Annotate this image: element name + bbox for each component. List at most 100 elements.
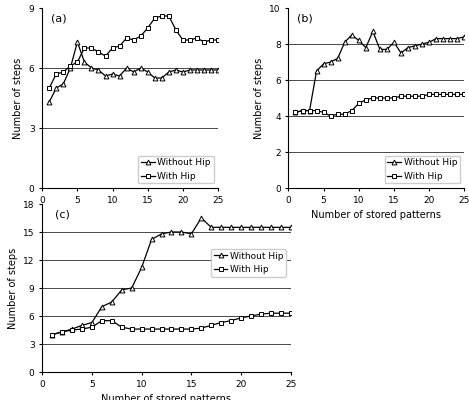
Y-axis label: Number of steps: Number of steps <box>8 247 17 329</box>
Without Hip <box>433 36 439 41</box>
Without Hip <box>300 108 305 113</box>
With Hip <box>89 46 94 50</box>
Without Hip <box>278 225 284 230</box>
X-axis label: Number of stored patterns: Number of stored patterns <box>311 210 441 220</box>
Line: With Hip: With Hip <box>47 14 220 90</box>
With Hip <box>447 92 453 97</box>
Without Hip <box>159 232 164 236</box>
Without Hip <box>139 265 144 270</box>
Without Hip <box>109 300 114 304</box>
With Hip <box>96 50 101 54</box>
With Hip <box>419 94 425 98</box>
Without Hip <box>117 74 122 78</box>
With Hip <box>169 327 174 332</box>
Without Hip <box>288 225 294 230</box>
Without Hip <box>96 68 101 72</box>
Without Hip <box>258 225 264 230</box>
Text: (c): (c) <box>54 209 69 219</box>
Without Hip <box>89 320 95 325</box>
With Hip <box>370 96 376 100</box>
Without Hip <box>180 70 186 74</box>
With Hip <box>109 318 114 323</box>
With Hip <box>219 320 224 325</box>
With Hip <box>208 38 214 42</box>
With Hip <box>314 108 319 113</box>
Without Hip <box>215 68 221 72</box>
With Hip <box>228 318 234 323</box>
With Hip <box>248 314 254 318</box>
Without Hip <box>248 225 254 230</box>
With Hip <box>377 96 383 100</box>
Without Hip <box>208 225 214 230</box>
With Hip <box>461 92 467 97</box>
With Hip <box>103 54 108 58</box>
With Hip <box>238 316 244 320</box>
Without Hip <box>159 76 165 80</box>
With Hip <box>173 28 179 32</box>
With Hip <box>159 14 165 18</box>
With Hip <box>117 44 122 48</box>
With Hip <box>300 108 305 113</box>
With Hip <box>68 64 73 68</box>
Without Hip <box>356 38 362 43</box>
Without Hip <box>75 40 80 44</box>
With Hip <box>405 94 411 98</box>
With Hip <box>307 108 312 113</box>
Without Hip <box>391 40 397 45</box>
Without Hip <box>194 68 200 72</box>
With Hip <box>278 311 284 316</box>
Line: With Hip: With Hip <box>293 92 467 118</box>
With Hip <box>110 46 115 50</box>
With Hip <box>152 16 158 20</box>
With Hip <box>99 318 105 323</box>
Without Hip <box>398 50 404 55</box>
With Hip <box>391 96 397 100</box>
Without Hip <box>103 74 108 78</box>
Without Hip <box>426 40 432 45</box>
Without Hip <box>377 47 383 52</box>
Without Hip <box>46 100 52 104</box>
With Hip <box>194 36 200 40</box>
Without Hip <box>99 304 105 309</box>
Without Hip <box>82 60 87 64</box>
With Hip <box>59 330 65 334</box>
With Hip <box>342 112 348 117</box>
Without Hip <box>59 330 65 334</box>
With Hip <box>129 327 135 332</box>
Without Hip <box>219 225 224 230</box>
Without Hip <box>228 225 234 230</box>
With Hip <box>258 312 264 316</box>
Y-axis label: Number of steps: Number of steps <box>254 57 264 139</box>
Without Hip <box>179 230 184 234</box>
Without Hip <box>268 225 274 230</box>
With Hip <box>356 101 362 106</box>
With Hip <box>268 311 274 316</box>
Without Hip <box>189 232 194 236</box>
Y-axis label: Number of steps: Number of steps <box>13 57 23 139</box>
With Hip <box>49 332 55 337</box>
Without Hip <box>447 36 453 41</box>
Text: (b): (b) <box>297 13 313 23</box>
Without Hip <box>53 86 59 90</box>
Without Hip <box>412 43 418 48</box>
With Hip <box>179 327 184 332</box>
Without Hip <box>335 56 340 61</box>
Without Hip <box>454 36 460 41</box>
With Hip <box>412 94 418 98</box>
With Hip <box>328 114 333 118</box>
With Hip <box>293 110 298 115</box>
Without Hip <box>314 69 319 74</box>
Without Hip <box>69 327 75 332</box>
With Hip <box>53 72 59 76</box>
With Hip <box>288 311 294 316</box>
Without Hip <box>119 288 125 292</box>
With Hip <box>75 60 80 64</box>
X-axis label: Number of stored patterns: Number of stored patterns <box>101 394 232 400</box>
With Hip <box>119 325 125 330</box>
Without Hip <box>169 230 174 234</box>
With Hip <box>69 328 75 332</box>
With Hip <box>433 92 439 97</box>
With Hip <box>208 323 214 328</box>
With Hip <box>398 94 404 98</box>
With Hip <box>426 92 432 97</box>
